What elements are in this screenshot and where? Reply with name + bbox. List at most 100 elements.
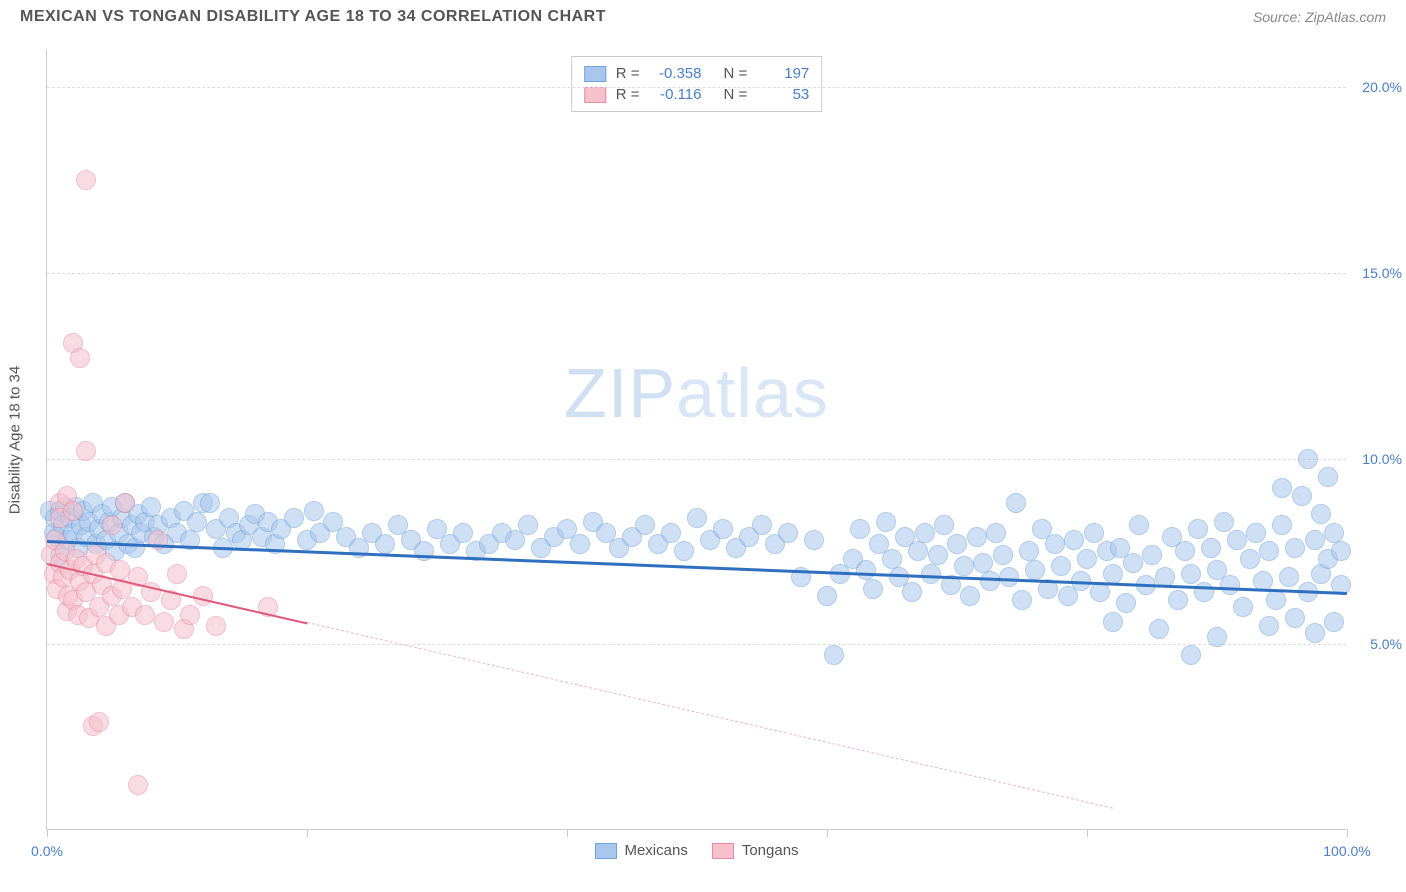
legend-item: Mexicans bbox=[594, 842, 687, 859]
data-point bbox=[1292, 486, 1312, 506]
x-tick bbox=[47, 829, 48, 837]
data-point bbox=[674, 541, 694, 561]
watermark-part1: ZIP bbox=[564, 354, 676, 432]
data-point bbox=[167, 564, 187, 584]
x-tick-label: 100.0% bbox=[1323, 843, 1370, 859]
data-point bbox=[1285, 608, 1305, 628]
legend-swatch bbox=[584, 87, 606, 103]
chart-header: MEXICAN VS TONGAN DISABILITY AGE 18 TO 3… bbox=[0, 0, 1406, 30]
data-point bbox=[1305, 623, 1325, 643]
data-point bbox=[934, 515, 954, 535]
chart-title: MEXICAN VS TONGAN DISABILITY AGE 18 TO 3… bbox=[20, 8, 606, 26]
data-point bbox=[1019, 541, 1039, 561]
legend-n-value: 197 bbox=[757, 65, 809, 82]
data-point bbox=[1331, 541, 1351, 561]
trend-line bbox=[307, 622, 1113, 809]
data-point bbox=[1305, 530, 1325, 550]
data-point bbox=[1012, 590, 1032, 610]
data-point bbox=[180, 605, 200, 625]
data-point bbox=[921, 564, 941, 584]
data-point bbox=[967, 527, 987, 547]
data-point bbox=[128, 775, 148, 795]
data-point bbox=[778, 523, 798, 543]
data-point bbox=[1103, 564, 1123, 584]
watermark: ZIPatlas bbox=[564, 353, 829, 433]
data-point bbox=[1272, 478, 1292, 498]
data-point bbox=[1324, 523, 1344, 543]
y-tick-label: 10.0% bbox=[1362, 451, 1402, 467]
data-point bbox=[1259, 541, 1279, 561]
data-point bbox=[102, 515, 122, 535]
gridline bbox=[47, 459, 1346, 460]
legend-r-value: -0.116 bbox=[650, 86, 702, 103]
legend-stat-row: R =-0.358N =197 bbox=[584, 63, 810, 84]
data-point bbox=[1188, 519, 1208, 539]
watermark-part2: atlas bbox=[676, 354, 829, 432]
data-point bbox=[1045, 534, 1065, 554]
data-point bbox=[1285, 538, 1305, 558]
y-tick-label: 15.0% bbox=[1362, 265, 1402, 281]
data-point bbox=[1168, 590, 1188, 610]
data-point bbox=[304, 501, 324, 521]
data-point bbox=[284, 508, 304, 528]
data-point bbox=[1181, 645, 1201, 665]
data-point bbox=[110, 560, 130, 580]
data-point bbox=[1298, 449, 1318, 469]
data-point bbox=[1077, 549, 1097, 569]
data-point bbox=[1318, 467, 1338, 487]
data-point bbox=[1006, 493, 1026, 513]
data-point bbox=[1207, 627, 1227, 647]
data-point bbox=[187, 512, 207, 532]
data-point bbox=[518, 515, 538, 535]
x-tick bbox=[307, 829, 308, 837]
y-tick-label: 20.0% bbox=[1362, 79, 1402, 95]
data-point bbox=[76, 441, 96, 461]
y-axis-title: Disability Age 18 to 34 bbox=[7, 365, 24, 513]
data-point bbox=[1214, 512, 1234, 532]
x-tick bbox=[1347, 829, 1348, 837]
data-point bbox=[154, 612, 174, 632]
data-point bbox=[947, 534, 967, 554]
legend-swatch bbox=[584, 66, 606, 82]
data-point bbox=[375, 534, 395, 554]
data-point bbox=[661, 523, 681, 543]
data-point bbox=[915, 523, 935, 543]
data-point bbox=[1266, 590, 1286, 610]
legend-stats: R =-0.358N =197R =-0.116N =53 bbox=[571, 56, 823, 112]
data-point bbox=[1240, 549, 1260, 569]
data-point bbox=[1227, 530, 1247, 550]
data-point bbox=[1025, 560, 1045, 580]
data-point bbox=[1181, 564, 1201, 584]
data-point bbox=[876, 512, 896, 532]
gridline bbox=[47, 273, 1346, 274]
data-point bbox=[1201, 538, 1221, 558]
data-point bbox=[1279, 567, 1299, 587]
data-point bbox=[89, 712, 109, 732]
data-point bbox=[954, 556, 974, 576]
data-point bbox=[687, 508, 707, 528]
data-point bbox=[1246, 523, 1266, 543]
data-point bbox=[863, 579, 883, 599]
data-point bbox=[752, 515, 772, 535]
data-point bbox=[115, 493, 135, 513]
gridline bbox=[47, 644, 1346, 645]
data-point bbox=[1123, 553, 1143, 573]
data-point bbox=[817, 586, 837, 606]
legend-label: Mexicans bbox=[624, 842, 687, 859]
legend-label: Tongans bbox=[742, 842, 799, 859]
data-point bbox=[70, 348, 90, 368]
data-point bbox=[135, 605, 155, 625]
data-point bbox=[200, 493, 220, 513]
data-point bbox=[414, 541, 434, 561]
data-point bbox=[635, 515, 655, 535]
data-point bbox=[1142, 545, 1162, 565]
data-point bbox=[850, 519, 870, 539]
chart-source: Source: ZipAtlas.com bbox=[1253, 9, 1386, 25]
data-point bbox=[63, 501, 83, 521]
data-point bbox=[882, 549, 902, 569]
x-tick bbox=[827, 829, 828, 837]
legend-series: Mexicans Tongans bbox=[594, 842, 798, 859]
legend-n-label: N = bbox=[724, 65, 748, 82]
legend-swatch bbox=[594, 843, 616, 859]
data-point bbox=[141, 497, 161, 517]
